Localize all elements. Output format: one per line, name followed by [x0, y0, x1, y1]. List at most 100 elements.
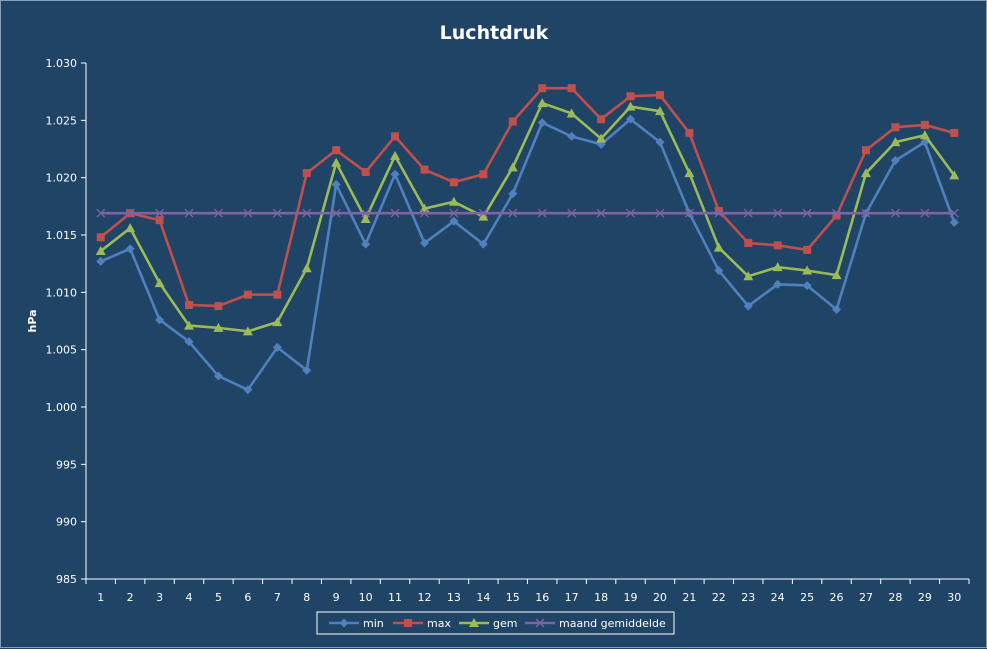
data-point [773, 241, 782, 250]
data-point [744, 239, 753, 248]
data-point [419, 238, 429, 248]
data-point [125, 223, 136, 233]
data-point [331, 208, 341, 218]
x-marker-stroke [508, 208, 518, 218]
data-point [567, 208, 577, 218]
data-point [920, 120, 929, 129]
y-tick-label: 1.025 [46, 114, 78, 127]
x-marker-stroke [655, 208, 665, 218]
x-tick-label: 29 [918, 591, 932, 604]
data-point [803, 245, 812, 254]
series-max [96, 84, 959, 311]
data-point [361, 167, 370, 176]
data-point [243, 208, 253, 218]
legend-item: maand gemiddelde [525, 617, 666, 630]
x-marker-stroke [361, 208, 371, 218]
y-tick-label: 985 [56, 573, 77, 586]
data-point [508, 208, 518, 218]
x-tick-label: 30 [947, 591, 961, 604]
data-point [743, 271, 754, 281]
data-point [538, 84, 547, 93]
x-marker-stroke [743, 208, 753, 218]
x-tick-label: 11 [388, 591, 402, 604]
data-point [332, 146, 341, 155]
x-tick-label: 24 [771, 591, 785, 604]
y-tick-label: 1.030 [46, 57, 78, 70]
data-point [331, 157, 342, 167]
data-point [919, 130, 930, 140]
data-point [949, 217, 959, 227]
data-point [479, 170, 488, 179]
data-point [272, 208, 282, 218]
data-point [832, 208, 842, 218]
data-point [861, 146, 870, 155]
data-point [184, 320, 195, 330]
data-point [772, 262, 783, 272]
legend-label: maand gemiddelde [559, 617, 666, 630]
data-point [802, 208, 812, 218]
x-tick-label: 15 [506, 591, 520, 604]
legend-label: gem [493, 617, 517, 630]
x-marker-stroke [478, 208, 488, 218]
data-point [802, 265, 813, 275]
y-tick-label: 1.010 [46, 286, 78, 299]
data-point [361, 208, 371, 218]
y-tick-label: 990 [56, 516, 77, 529]
data-point [273, 290, 282, 299]
data-point [391, 132, 400, 141]
data-point [155, 208, 165, 218]
data-point [420, 208, 429, 218]
y-tick-label: 1.020 [46, 172, 78, 185]
x-marker-stroke [596, 208, 606, 218]
data-point [95, 246, 106, 256]
data-point [597, 115, 606, 124]
legend-box [316, 611, 675, 635]
series-line [99, 86, 955, 308]
data-point [537, 98, 548, 108]
x-tick-label: 2 [127, 591, 134, 604]
data-point [949, 208, 959, 218]
data-point [566, 108, 577, 118]
x-marker-stroke [802, 208, 812, 218]
data-point [655, 91, 664, 100]
data-point [508, 189, 518, 199]
x-marker-stroke [626, 208, 635, 218]
x-tick-label: 8 [303, 591, 310, 604]
x-tick-label: 4 [186, 591, 193, 604]
data-point [891, 123, 900, 132]
data-point [949, 170, 960, 180]
series-line [99, 101, 956, 333]
data-point [950, 128, 959, 137]
legend-item: max [393, 617, 451, 630]
data-point [302, 365, 312, 375]
data-point [832, 211, 841, 220]
x-tick-label: 20 [653, 591, 667, 604]
data-point [213, 208, 223, 218]
data-point [567, 84, 576, 93]
data-point [302, 169, 311, 178]
x-tick-label: 3 [156, 591, 163, 604]
x-tick-label: 19 [624, 591, 638, 604]
data-point [184, 208, 194, 218]
x-marker-stroke [331, 208, 341, 218]
x-marker-stroke [567, 208, 577, 218]
data-point [743, 301, 753, 311]
data-point [625, 101, 636, 111]
data-point [567, 131, 577, 141]
data-point [96, 208, 106, 218]
data-point [831, 270, 842, 280]
series-maand-gemiddelde [96, 208, 959, 218]
y-tick-label: 1.000 [46, 401, 78, 414]
data-point [626, 92, 635, 101]
data-point [272, 342, 282, 352]
x-axis-ticks: 1 2 3 4 5 6 7 8 9 10 11 12 13 14 15 16 17 18 19 20 21 22 23 24 2… [85, 579, 970, 604]
data-point [714, 266, 724, 276]
x-marker-stroke [920, 208, 930, 218]
x-marker-stroke [125, 208, 135, 218]
data-point [860, 168, 871, 178]
data-point [714, 206, 723, 215]
data-point [242, 326, 253, 336]
data-point [302, 208, 312, 218]
x-marker-stroke [535, 618, 545, 628]
x-marker-stroke [832, 208, 842, 218]
